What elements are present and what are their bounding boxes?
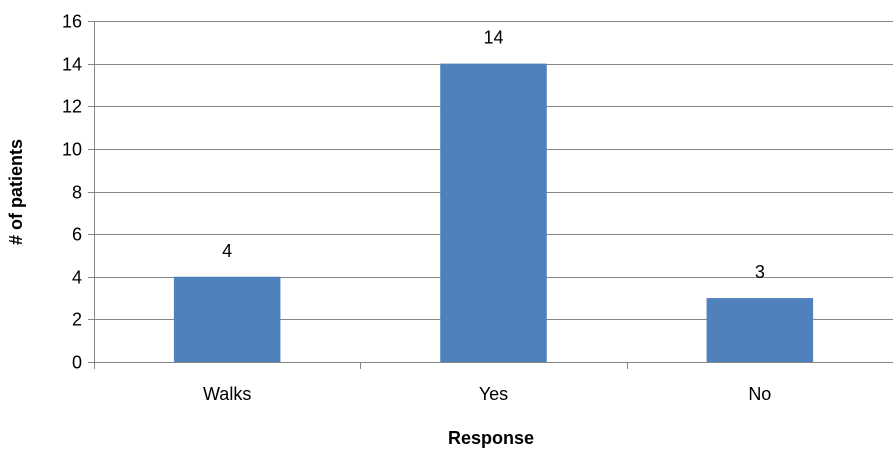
data-label: 14 [483, 28, 503, 48]
y-axis-title: # of patients [6, 139, 26, 245]
y-tick-label: 14 [62, 55, 82, 75]
x-tick-label: Walks [203, 384, 251, 404]
labels: 0 2 4 6 8 10 12 14 16 Walks 4 Yes 14 No 3 [62, 12, 771, 405]
y-tick-label: 12 [62, 97, 82, 117]
x-axis-title: Response [448, 428, 534, 448]
y-tick-label: 0 [72, 353, 82, 373]
data-label: 3 [755, 262, 765, 282]
bar-no [706, 298, 814, 362]
y-tick-label: 6 [72, 225, 82, 245]
y-tick-label: 8 [72, 183, 82, 203]
y-tick-label: 10 [62, 140, 82, 160]
data-label: 4 [222, 241, 232, 261]
bar-walks [173, 276, 281, 362]
bar-yes [440, 63, 547, 362]
x-tick-label: Yes [479, 384, 508, 404]
y-tick-label: 16 [62, 12, 82, 32]
x-tick-label: No [748, 384, 771, 404]
y-tick-label: 4 [72, 268, 82, 288]
axes [88, 21, 893, 369]
bars [173, 63, 814, 362]
y-tick-label: 2 [72, 310, 82, 330]
